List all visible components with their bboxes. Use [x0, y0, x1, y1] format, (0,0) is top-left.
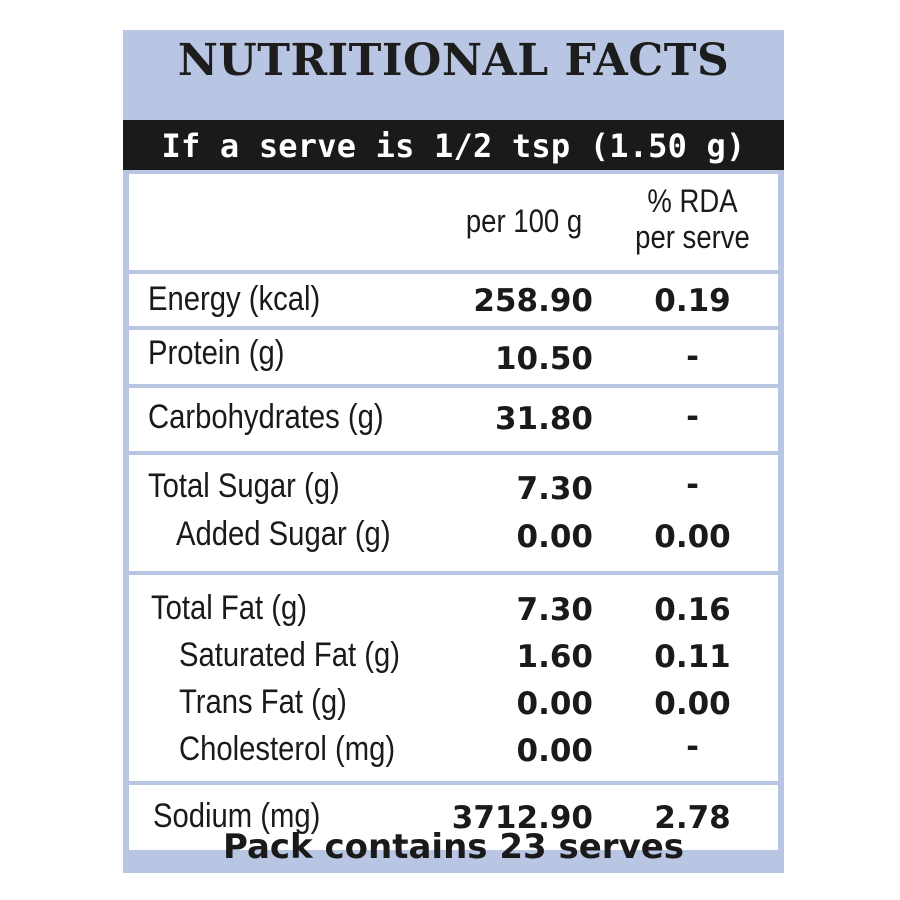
value-cell: 10.50 [445, 330, 603, 384]
row-rda-saturated-fat: 0.11 [654, 639, 731, 675]
rda-cell: 0.16 0.11 0.00 - [607, 575, 778, 781]
rda-cell: - 0.00 [607, 455, 778, 571]
rda-cell: 0.19 [607, 274, 778, 326]
table-row-sodium: Sodium (mg) 3712.90 2.78 [129, 785, 778, 850]
table-row-sugars: Total Sugar (g) Added Sugar (g) 7.30 0.0… [129, 455, 778, 571]
value-cell: 258.90 [445, 274, 603, 326]
row-label-total-sugar: Total Sugar (g) [148, 467, 340, 505]
header-blank-cell [129, 174, 440, 270]
row-rda: - [686, 399, 699, 435]
label-cell: Total Sugar (g) Added Sugar (g) [129, 455, 440, 571]
rda-cell: 2.78 [607, 785, 778, 850]
row-value: 258.90 [473, 283, 593, 319]
label-cell: Sodium (mg) [129, 785, 440, 850]
row-label: Protein (g) [148, 334, 285, 372]
row-label: Sodium (mg) [153, 797, 321, 835]
row-label: Energy (kcal) [148, 280, 321, 318]
label-cell: Total Fat (g) Saturated Fat (g) Trans Fa… [129, 575, 440, 781]
row-value-added-sugar: 0.00 [516, 519, 594, 555]
rda-cell: - [607, 330, 778, 384]
serving-size-bar: If a serve is 1/2 tsp (1.50 g) [123, 120, 784, 170]
row-value-total-sugar: 7.30 [516, 471, 594, 507]
row-label-saturated-fat: Saturated Fat (g) [179, 636, 401, 674]
rda-cell: - [607, 388, 778, 451]
row-rda-total-sugar: - [686, 467, 699, 503]
header-rda-cell: % RDA per serve [607, 174, 778, 270]
column-header-per-serve: per serve [635, 219, 750, 255]
row-rda-added-sugar: 0.00 [654, 519, 731, 555]
row-label-added-sugar: Added Sugar (g) [176, 515, 391, 553]
row-label-trans-fat: Trans Fat (g) [179, 683, 347, 721]
nutrition-table: per 100 g % RDA per serve Energy (kcal) … [123, 168, 784, 852]
row-rda-cholesterol: - [686, 729, 699, 765]
nutrition-title: NUTRITIONAL FACTS [177, 35, 730, 86]
row-rda: 0.19 [654, 283, 731, 319]
row-value-cholesterol: 0.00 [516, 733, 594, 769]
row-value-saturated-fat: 1.60 [516, 639, 594, 675]
table-row-carbohydrates: Carbohydrates (g) 31.80 - [129, 388, 778, 451]
row-value-total-fat: 7.30 [516, 592, 594, 628]
column-header-rda: % RDA [647, 183, 738, 219]
table-row-energy: Energy (kcal) 258.90 0.19 [129, 274, 778, 326]
label-cell: Protein (g) [129, 330, 440, 384]
label-cell: Energy (kcal) [129, 274, 440, 326]
row-label-total-fat: Total Fat (g) [151, 589, 307, 627]
row-rda: 2.78 [654, 800, 731, 836]
value-cell: 7.30 0.00 [445, 455, 603, 571]
table-header-row: per 100 g % RDA per serve [129, 174, 778, 270]
value-cell: 7.30 1.60 0.00 0.00 [445, 575, 603, 781]
pack-serves-footer: Pack contains 23 serves [222, 827, 685, 867]
label-cell: Carbohydrates (g) [129, 388, 440, 451]
column-header-per-100g: per 100 g [465, 203, 583, 239]
nutrition-facts-panel: NUTRITIONAL FACTS If a serve is 1/2 tsp … [123, 30, 784, 873]
row-rda: - [686, 339, 699, 375]
row-value-trans-fat: 0.00 [516, 686, 594, 722]
table-row-protein: Protein (g) 10.50 - [129, 330, 778, 384]
row-rda-total-fat: 0.16 [654, 592, 731, 628]
row-value: 10.50 [494, 341, 593, 377]
row-value: 3712.90 [451, 800, 593, 836]
row-value: 31.80 [494, 401, 593, 437]
row-rda-trans-fat: 0.00 [654, 686, 731, 722]
row-label-cholesterol: Cholesterol (mg) [179, 730, 396, 768]
table-row-fats: Total Fat (g) Saturated Fat (g) Trans Fa… [129, 575, 778, 781]
value-cell: 31.80 [445, 388, 603, 451]
value-cell: 3712.90 [445, 785, 603, 850]
row-label: Carbohydrates (g) [148, 398, 384, 436]
header-per-100g-cell: per 100 g [445, 174, 603, 270]
